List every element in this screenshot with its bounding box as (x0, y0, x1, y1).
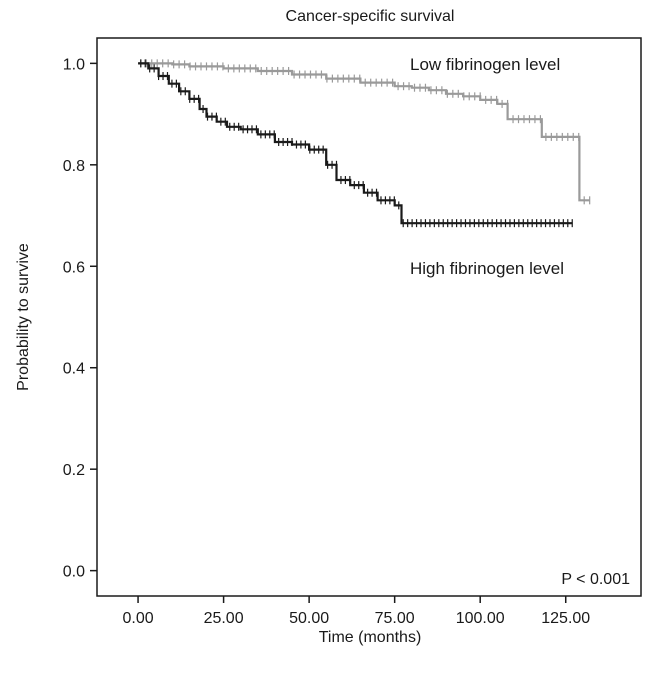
series-line-low-fibrinogen (138, 62, 590, 202)
series-line-high-fibrinogen (138, 62, 573, 225)
x-tick-label: 75.00 (375, 610, 415, 627)
x-tick-label: 50.00 (289, 610, 329, 627)
x-tick-label: 25.00 (204, 610, 244, 627)
legend-label-low-fibrinogen: Low fibrinogen level (410, 55, 560, 74)
y-tick-label: 0.6 (63, 259, 85, 276)
x-tick-label: 100.00 (456, 610, 505, 627)
y-tick-label: 0.8 (63, 158, 85, 175)
series-layer (138, 59, 591, 228)
legend-label-high-fibrinogen: High fibrinogen level (410, 259, 564, 278)
chart-title: Cancer-specific survival (286, 8, 455, 25)
p-value-annotation: P < 0.001 (561, 571, 630, 588)
plot-frame (96, 37, 642, 597)
x-axis-label: Time (months) (319, 629, 422, 646)
y-tick-label: 1.0 (63, 56, 85, 73)
y-axis: 0.0 0.2 0.4 0.6 0.8 1.0 (63, 56, 97, 581)
x-tick-label: 0.00 (122, 610, 153, 627)
y-tick-label: 0.0 (63, 564, 85, 581)
x-axis: 0.00 25.00 50.00 75.00 100.00 125.00 (122, 596, 590, 627)
y-axis-label: Probability to survive (15, 243, 32, 391)
y-tick-label: 0.4 (63, 361, 85, 378)
x-tick-label: 125.00 (541, 610, 590, 627)
y-tick-label: 0.2 (63, 462, 85, 479)
